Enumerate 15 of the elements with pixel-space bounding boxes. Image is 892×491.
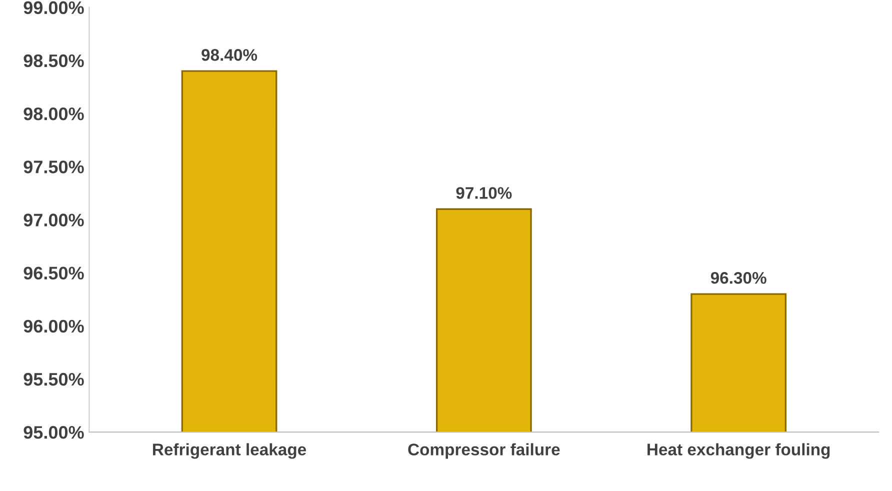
x-tick-label: Refrigerant leakage: [153, 443, 306, 459]
y-tick-label: 96.00%: [24, 320, 84, 333]
x-tick-label: Compressor failure: [408, 443, 560, 459]
data-label: 96.30%: [710, 272, 766, 284]
y-tick-label: 98.50%: [24, 54, 84, 68]
data-label: 98.40%: [202, 49, 258, 61]
y-tick-label: 97.50%: [24, 160, 84, 174]
y-tick-label: 95.00%: [24, 426, 84, 439]
y-tick-label: 96.50%: [24, 266, 84, 280]
y-tick-label: 95.50%: [24, 372, 84, 386]
y-tick-label: 98.00%: [24, 107, 84, 120]
y-tick-label: 97.00%: [24, 214, 84, 226]
data-label: 97.10%: [456, 187, 512, 199]
x-tick-label: Heat exchanger fouling: [648, 443, 830, 459]
y-tick-label: 99.00%: [24, 1, 84, 14]
